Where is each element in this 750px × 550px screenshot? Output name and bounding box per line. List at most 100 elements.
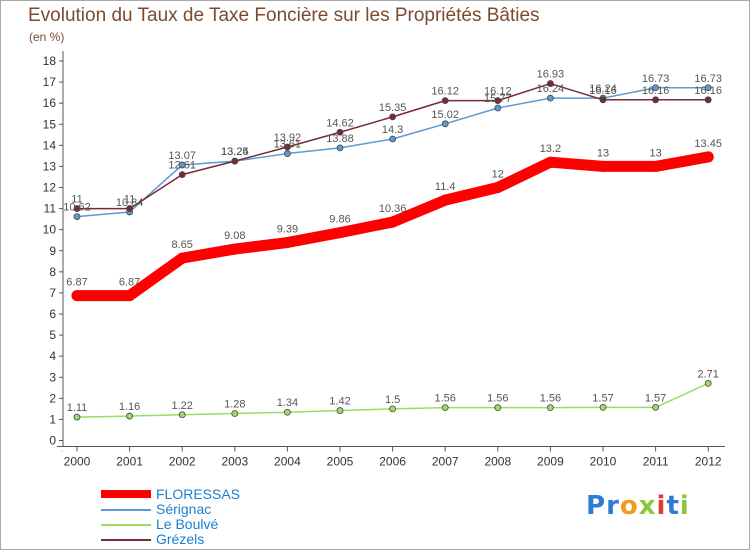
y-tick-label: 7 <box>49 286 56 300</box>
logo-letter: i <box>679 491 690 521</box>
data-point <box>652 84 659 92</box>
data-label: 1.22 <box>171 400 192 412</box>
data-point <box>283 150 291 157</box>
data-label: 12 <box>492 169 504 181</box>
legend-swatch-floressas <box>101 490 151 498</box>
data-label: 16.12 <box>484 86 512 98</box>
data-point <box>176 252 188 264</box>
x-tick-label: 2008 <box>484 455 511 469</box>
data-point <box>650 160 662 172</box>
legend: FLORESSAS Sérignac Le Boulvé Grézels <box>101 486 401 547</box>
legend-label-serignac: Sérignac <box>156 501 212 517</box>
data-label: 15.35 <box>379 102 407 114</box>
data-point <box>389 405 397 413</box>
data-label: 13.07 <box>168 150 196 162</box>
data-label: 11.4 <box>435 181 456 193</box>
data-point <box>73 213 81 220</box>
data-label: 12.61 <box>168 160 196 172</box>
x-tick-label: 2005 <box>327 455 354 469</box>
y-tick-label: 6 <box>49 307 56 321</box>
data-label: 16.73 <box>642 73 670 85</box>
data-point <box>389 113 397 121</box>
x-tick-label: 2011 <box>643 455 669 469</box>
data-point <box>547 80 554 87</box>
data-label: 13.61 <box>274 139 302 151</box>
data-point <box>124 290 136 302</box>
x-tick-label: 2002 <box>169 455 196 469</box>
y-tick-label: 10 <box>43 223 57 237</box>
data-label: 16.24 <box>537 83 565 95</box>
data-label: 13.25 <box>221 146 249 158</box>
data-label: 6.87 <box>119 277 140 289</box>
y-tick-label: 1 <box>49 412 56 426</box>
data-point <box>547 94 554 102</box>
data-label: 13.45 <box>694 138 722 150</box>
data-label: 1.56 <box>540 393 561 405</box>
data-label: 13.88 <box>326 133 354 145</box>
x-tick-label: 2007 <box>432 455 459 469</box>
data-point <box>231 410 239 417</box>
data-point <box>494 404 502 412</box>
data-point <box>281 237 293 249</box>
data-point <box>283 408 291 416</box>
data-point <box>704 379 712 387</box>
data-label: 10.36 <box>379 203 407 215</box>
legend-label-le-boulve: Le Boulvé <box>156 516 219 532</box>
data-point <box>547 404 554 412</box>
data-point <box>702 151 714 163</box>
logo-letter: o <box>619 491 639 521</box>
data-point <box>73 413 81 421</box>
data-label: 1.56 <box>487 393 508 405</box>
data-label: 16.24 <box>589 83 617 95</box>
chart-title: Evolution du Taux de Taxe Foncière sur l… <box>28 5 540 26</box>
data-label: 13.2 <box>540 143 561 155</box>
x-tick-label: 2000 <box>64 455 91 469</box>
x-tick-label: 2001 <box>116 455 143 469</box>
data-label: 13 <box>597 147 609 159</box>
data-label: 16.16 <box>589 85 617 97</box>
data-point <box>597 160 609 172</box>
proxiti-logo: Proxiti <box>586 491 690 521</box>
data-label: 16.73 <box>694 73 722 85</box>
data-point <box>704 96 712 104</box>
logo-letter: i <box>656 491 667 521</box>
y-tick-label: 16 <box>43 96 57 110</box>
data-point <box>704 84 712 92</box>
data-label: 9.86 <box>329 214 350 226</box>
logo-letter: r <box>606 491 620 521</box>
data-point <box>441 404 449 412</box>
x-tick-label: 2012 <box>695 455 722 469</box>
x-tick-label: 2006 <box>379 455 406 469</box>
data-label: 1.57 <box>592 392 613 404</box>
logo-letter: t <box>666 491 680 521</box>
legend-label-grezels: Grézels <box>156 531 205 547</box>
legend-label-floressas: FLORESSAS <box>156 486 241 502</box>
data-point <box>178 411 186 419</box>
data-label: 2.71 <box>697 368 718 380</box>
data-label: 16.16 <box>642 85 670 97</box>
data-point <box>336 144 344 152</box>
data-label: 9.08 <box>224 230 245 242</box>
y-tick-label: 15 <box>43 117 57 131</box>
logo-letter: x <box>638 491 657 521</box>
data-point <box>229 243 241 255</box>
data-point <box>336 128 344 136</box>
legend-swatch-le-boulve <box>101 524 151 526</box>
data-label: 1.42 <box>329 396 350 408</box>
data-point <box>126 205 134 212</box>
y-tick-label: 12 <box>43 181 57 195</box>
data-point <box>652 96 659 104</box>
data-label: 1.57 <box>645 392 666 404</box>
legend-swatch-grezels <box>101 539 151 541</box>
data-label: 1.5 <box>385 394 400 406</box>
data-label: 10.84 <box>116 197 144 209</box>
y-tick-label: 4 <box>49 349 56 363</box>
data-point <box>599 96 607 104</box>
data-point <box>494 97 502 105</box>
data-point <box>231 157 239 165</box>
data-point <box>71 290 83 302</box>
data-point <box>652 403 659 411</box>
y-tick-label: 5 <box>49 328 56 342</box>
data-label: 9.39 <box>277 224 298 236</box>
